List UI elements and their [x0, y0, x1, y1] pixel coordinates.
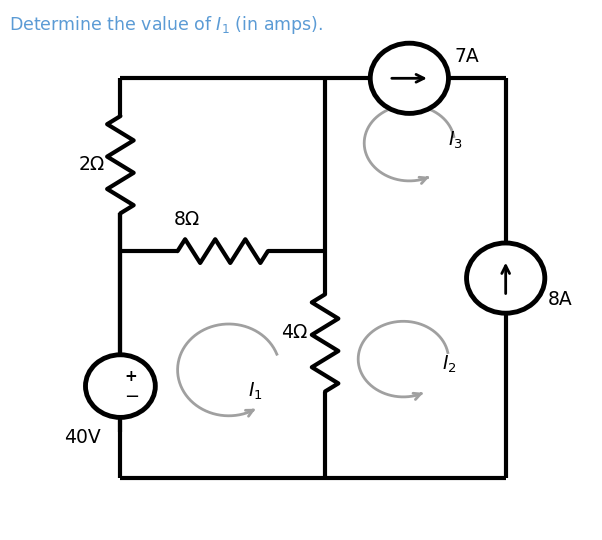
Text: 8Ω: 8Ω — [173, 211, 200, 229]
Text: 8A: 8A — [548, 290, 573, 309]
Text: Determine the value of $I_1$ (in amps).: Determine the value of $I_1$ (in amps). — [9, 14, 323, 36]
Circle shape — [467, 243, 545, 313]
Circle shape — [370, 43, 448, 113]
Circle shape — [85, 355, 155, 417]
Text: 4Ω: 4Ω — [281, 322, 307, 342]
Text: 40V: 40V — [64, 428, 101, 447]
Text: I$_2$: I$_2$ — [442, 354, 458, 375]
Text: 7A: 7A — [455, 47, 479, 66]
Text: −: − — [123, 388, 139, 406]
Text: I$_3$: I$_3$ — [448, 130, 464, 151]
Text: I$_1$: I$_1$ — [249, 381, 263, 402]
Text: +: + — [125, 369, 138, 384]
Text: 2Ω: 2Ω — [79, 155, 105, 174]
